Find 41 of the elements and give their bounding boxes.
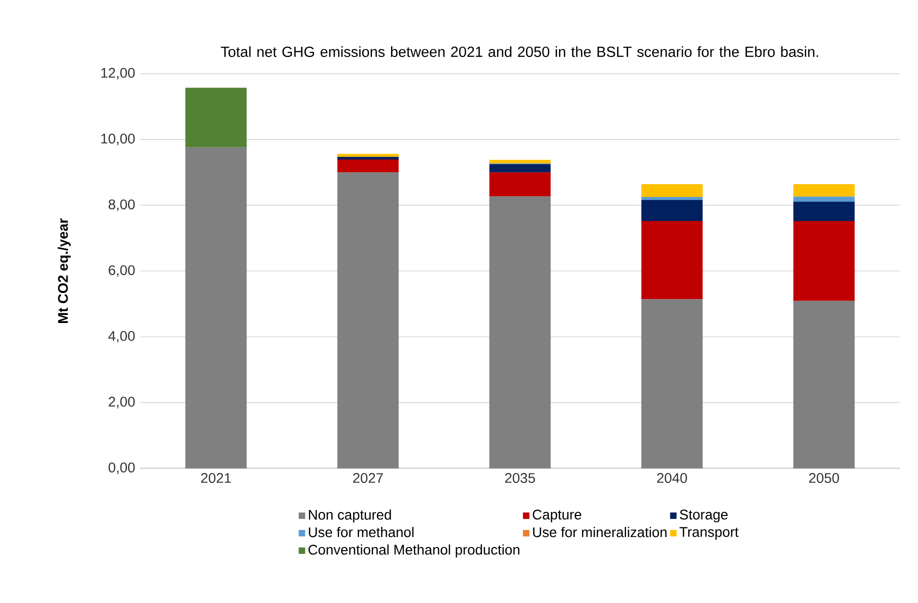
bar xyxy=(641,221,703,300)
bar xyxy=(489,160,551,164)
bar xyxy=(641,196,703,200)
bar xyxy=(489,196,551,468)
chart-title: Total net GHG emissions between 2021 and 2050 in the BSLT scenario for the Ebro basin. xyxy=(220,46,818,58)
legend-label: Transport xyxy=(680,527,739,540)
legend-label: Non captured xyxy=(308,509,391,522)
bar xyxy=(489,164,551,172)
y-tick-label: 4,00 xyxy=(108,330,135,343)
bar xyxy=(641,184,703,197)
bar xyxy=(793,300,855,468)
y-tick-label: 12,00 xyxy=(101,68,135,80)
bar xyxy=(793,202,855,221)
x-tick-label: 2035 xyxy=(505,473,535,483)
bar xyxy=(337,156,399,160)
x-tick-label: 2050 xyxy=(809,473,840,483)
bar xyxy=(641,299,703,468)
y-tick-label: 2,00 xyxy=(108,396,135,408)
bar xyxy=(337,160,399,172)
y-tick-label: 0,00 xyxy=(108,462,135,474)
bar xyxy=(793,221,855,301)
y-tick-label: 10,00 xyxy=(101,134,135,146)
legend-label: Conventional Methanol production xyxy=(308,544,520,558)
bar xyxy=(185,88,247,148)
bar xyxy=(337,154,399,157)
bar xyxy=(793,196,855,202)
legend-label: Use for mineralization xyxy=(533,526,667,538)
legend-label: Storage xyxy=(680,510,728,522)
bar xyxy=(337,172,399,468)
bar xyxy=(489,172,551,196)
bar xyxy=(641,200,703,221)
bar xyxy=(185,147,247,468)
y-axis-title: Mt CO2 eq./year xyxy=(58,218,71,323)
legend-label: Capture xyxy=(532,510,582,522)
y-tick-label: 8,00 xyxy=(108,199,135,212)
x-tick-label: 2027 xyxy=(353,473,383,483)
bar xyxy=(793,184,855,197)
x-tick-label: 2040 xyxy=(657,473,688,483)
x-tick-label: 2021 xyxy=(201,473,231,483)
y-tick-label: 6,00 xyxy=(108,265,135,277)
legend-label: Use for methanol xyxy=(308,526,414,538)
